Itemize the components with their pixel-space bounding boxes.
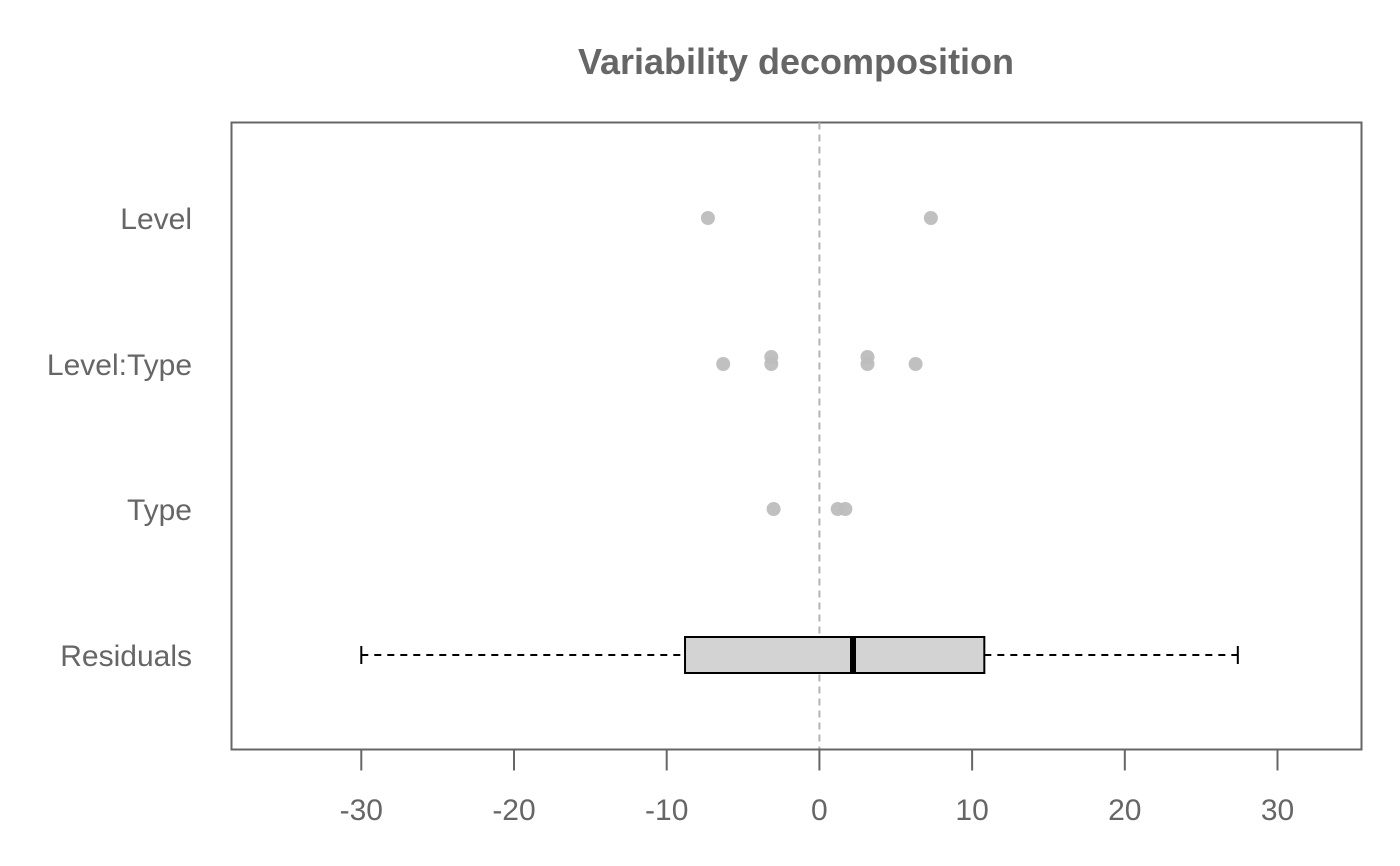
data-point xyxy=(860,350,875,364)
x-tick-label: -20 xyxy=(492,794,535,827)
x-tick-label: -30 xyxy=(340,794,383,827)
category-label: Residuals xyxy=(60,640,192,673)
category-label: Level:Type xyxy=(47,349,192,382)
category-label: Type xyxy=(127,494,192,527)
data-point xyxy=(766,502,781,516)
data-point xyxy=(908,357,923,371)
data-point xyxy=(764,350,779,364)
data-point xyxy=(716,357,731,371)
x-tick-label: 30 xyxy=(1261,794,1294,827)
box-iqr xyxy=(684,636,986,674)
data-point xyxy=(700,211,715,225)
x-tick-label: 10 xyxy=(955,794,988,827)
category-label: Level xyxy=(120,203,192,236)
data-point xyxy=(838,502,853,516)
chart-title: Variability decomposition xyxy=(578,41,1014,82)
x-tick-label: -10 xyxy=(645,794,688,827)
x-tick-label: 0 xyxy=(811,794,828,827)
data-point xyxy=(923,211,938,225)
x-tick-label: 20 xyxy=(1108,794,1141,827)
